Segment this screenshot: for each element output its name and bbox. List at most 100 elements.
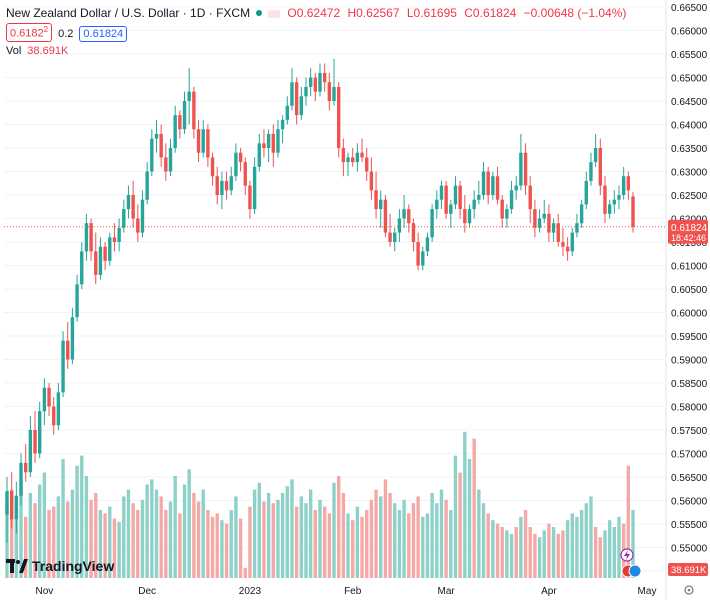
candle xyxy=(397,209,402,243)
price-tick-label: 0.64000 xyxy=(671,121,708,132)
volume-bar xyxy=(505,530,509,578)
price-axis[interactable]: 0.66500 0.66000 0.65500 0.65000 0.64500 0.640… xyxy=(665,0,708,600)
sell-button[interactable]: 0.61822 xyxy=(6,23,53,42)
volume-bar xyxy=(178,513,182,578)
gear-hub xyxy=(687,588,691,592)
candle-body xyxy=(257,143,261,167)
lightning-glyph xyxy=(624,550,630,560)
volume-bar xyxy=(52,506,56,578)
volume-bar xyxy=(584,503,588,578)
candle xyxy=(425,232,430,257)
candle xyxy=(108,232,112,266)
candle xyxy=(533,199,537,238)
candle-body xyxy=(80,251,84,285)
price-tick-label: 0.55500 xyxy=(671,520,708,531)
candle-body xyxy=(33,429,37,454)
volume-bars xyxy=(5,431,635,578)
tradingview-logo[interactable]: TradingView xyxy=(6,558,114,574)
candle xyxy=(421,246,425,271)
time-tick-label: Nov xyxy=(35,586,53,597)
candle xyxy=(131,180,135,228)
candle xyxy=(407,204,411,233)
candle xyxy=(393,227,397,252)
candle xyxy=(472,190,476,219)
volume-bar xyxy=(327,513,332,578)
volume-bar xyxy=(206,510,210,578)
candle xyxy=(631,191,635,233)
volume-bar xyxy=(75,465,79,578)
candle xyxy=(486,166,490,205)
candle xyxy=(238,148,243,172)
gear-ring xyxy=(684,585,694,595)
candle-body xyxy=(84,223,89,252)
candle xyxy=(262,129,266,158)
candle-body xyxy=(523,152,528,186)
volume-bar xyxy=(575,516,579,578)
candle-body xyxy=(519,152,523,186)
candle xyxy=(215,166,219,205)
settings-gear-icon[interactable] xyxy=(684,585,694,595)
volume-bar xyxy=(570,513,574,578)
candle xyxy=(145,162,149,205)
candle-body xyxy=(579,204,584,224)
candle xyxy=(444,180,448,219)
last-price-label: 0.61824 xyxy=(671,223,708,234)
time-tick-label: Apr xyxy=(541,586,557,597)
candle-body xyxy=(23,462,28,473)
candle-body xyxy=(131,195,135,219)
time-axis[interactable]: NovDec2023FebMarAprMayJun xyxy=(35,585,710,597)
volume-label[interactable]: Vol xyxy=(6,45,22,57)
candle-body xyxy=(122,209,126,228)
volume-bar xyxy=(234,496,238,578)
market-open-dot xyxy=(256,10,263,17)
volume-bar xyxy=(299,496,304,578)
candle-body xyxy=(14,495,19,520)
candle xyxy=(603,176,607,224)
candle-body xyxy=(598,148,602,186)
candle-body xyxy=(565,246,570,252)
candlesticks xyxy=(5,58,635,543)
price-tick-label: 0.65000 xyxy=(671,74,708,85)
candle-body xyxy=(584,180,588,205)
eye-icon[interactable] xyxy=(268,9,281,18)
candle xyxy=(192,86,196,139)
candle-body xyxy=(210,157,215,177)
candle xyxy=(154,119,159,153)
volume-bar xyxy=(589,496,593,578)
volume-bar xyxy=(416,496,420,578)
candle xyxy=(159,124,163,167)
candle xyxy=(150,129,154,177)
candle-body xyxy=(612,199,617,205)
volume-bar xyxy=(243,567,247,578)
candle xyxy=(42,378,47,426)
candle-body xyxy=(150,138,154,172)
candle xyxy=(14,481,19,534)
candle-body xyxy=(322,72,327,83)
candle xyxy=(84,213,89,261)
candle-body xyxy=(243,162,247,186)
candle xyxy=(103,242,107,271)
candle xyxy=(556,213,560,247)
candle xyxy=(505,204,509,228)
candle xyxy=(210,152,215,186)
candle xyxy=(547,204,551,243)
candle xyxy=(23,444,28,482)
candle-body xyxy=(187,91,191,102)
buy-button[interactable]: 0.61824 xyxy=(79,25,128,42)
candle xyxy=(519,133,523,191)
price-tick-label: 0.66000 xyxy=(671,27,708,38)
candle-body xyxy=(537,218,542,228)
candle xyxy=(589,152,593,186)
candle xyxy=(280,115,285,144)
candle-body xyxy=(336,86,341,149)
candle xyxy=(332,58,336,106)
candle-body xyxy=(327,82,332,102)
candle-body xyxy=(271,133,275,153)
volume-bar xyxy=(533,533,537,578)
candle xyxy=(612,190,617,214)
candle-body xyxy=(173,115,177,149)
symbol-title[interactable]: New Zealand Dollar / U.S. Dollar · 1D · … xyxy=(6,6,251,20)
volume-bar xyxy=(154,489,159,578)
